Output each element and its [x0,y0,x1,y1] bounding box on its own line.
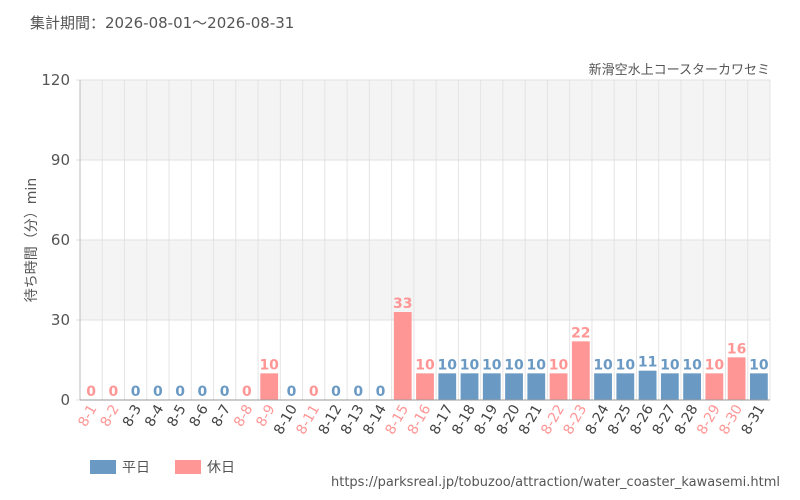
value-label: 10 [616,357,636,373]
grid-band [80,240,770,320]
x-tick-label: 8-6 [187,402,212,430]
x-tick-label: 8-2 [98,402,123,430]
bar [505,373,523,400]
value-label: 10 [460,357,480,373]
value-label: 10 [660,357,680,373]
bar [749,373,768,400]
value-label: 33 [393,296,412,312]
value-label: 22 [571,325,590,341]
bar [438,373,457,400]
value-label: 10 [259,357,279,373]
chart-subtitle: 新滑空水上コースターカワセミ [589,62,770,78]
x-tick-label: 8-5 [164,402,189,430]
y-tick-label: 60 [51,231,70,249]
value-label: 0 [153,384,163,400]
source: https://parksreal.jp/tobuzoo/attraction/… [331,475,780,490]
x-tick-label: 8-1 [75,402,100,430]
x-tick-label: 8-3 [120,402,145,430]
chart-title: 集計期間：2026-08-01～2026-08-31 [30,14,294,32]
bar [594,373,612,400]
value-label: 0 [86,384,96,400]
value-label: 11 [638,355,657,371]
bar [460,373,479,400]
value-label: 10 [482,357,502,373]
value-label: 10 [705,357,725,373]
value-label: 0 [220,384,230,400]
value-label: 0 [131,384,141,400]
x-tick-label: 8-8 [231,402,256,430]
value-label: 10 [415,357,435,373]
y-tick-label: 90 [51,151,70,169]
value-label: 10 [682,357,702,373]
value-label: 10 [527,357,547,373]
bar [527,373,546,400]
value-label: 10 [438,357,458,373]
y-tick-label: 120 [41,71,70,89]
legend-label: 休日 [207,460,235,476]
value-label: 10 [504,357,524,373]
y-axis-label: 待ち時間（分）min [24,178,40,302]
bar [416,373,434,400]
value-label: 0 [198,384,208,400]
bar [260,373,279,400]
legend-swatch [175,460,201,474]
value-label: 0 [242,384,252,400]
value-label: 0 [309,384,319,400]
bar [638,370,657,400]
x-tick-label: 8-4 [142,402,167,430]
value-label: 0 [353,384,363,400]
bar [482,373,501,400]
bar [549,373,568,400]
bar [571,341,590,400]
x-tick-label: 8-31 [739,402,769,438]
x-tick-label: 8-7 [209,402,234,430]
value-label: 0 [376,384,386,400]
value-label: 0 [109,384,119,400]
value-label: 10 [749,357,769,373]
y-tick-label: 0 [60,391,70,409]
legend-label: 平日 [122,460,150,476]
bar [616,373,635,400]
bar [683,373,701,400]
bar [705,373,724,400]
bar [660,373,679,400]
bar [393,312,412,400]
value-label: 0 [287,384,297,400]
bar [727,357,746,400]
grid-band [80,80,770,160]
value-label: 10 [593,357,613,373]
value-label: 16 [727,341,746,357]
y-tick-label: 30 [51,311,70,329]
value-label: 0 [331,384,341,400]
value-label: 10 [549,357,569,373]
value-label: 0 [175,384,185,400]
legend-swatch [90,460,116,474]
